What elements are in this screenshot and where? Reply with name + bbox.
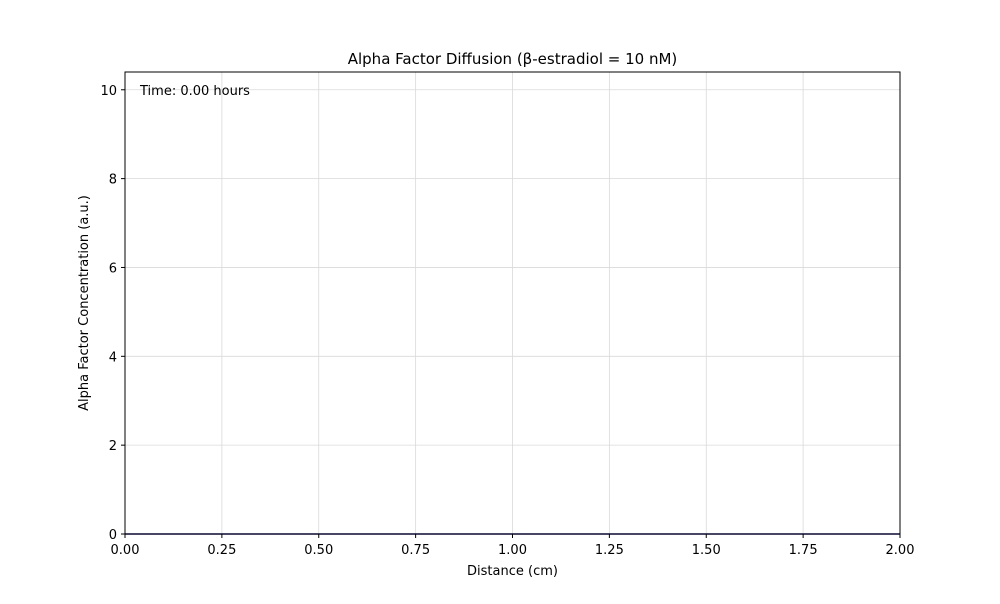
x-axis-label: Distance (cm) (467, 564, 558, 579)
y-axis-label: Alpha Factor Concentration (a.u.) (77, 195, 92, 411)
y-axis-ticks: 0 2 4 6 8 10 (100, 84, 125, 543)
time-annotation: Time: 0.00 hours (139, 84, 250, 99)
y-tick-label: 8 (109, 173, 117, 188)
x-tick-label: 0.50 (304, 543, 333, 558)
x-tick-label: 0.00 (111, 543, 140, 558)
y-tick-label: 10 (100, 84, 117, 99)
y-tick-label: 2 (109, 439, 117, 454)
y-tick-label: 0 (109, 528, 117, 543)
y-tick-label: 4 (109, 350, 117, 365)
y-tick-label: 6 (109, 261, 117, 276)
x-tick-label: 2.00 (886, 543, 915, 558)
x-tick-label: 1.00 (498, 543, 527, 558)
x-tick-label: 0.25 (207, 543, 236, 558)
x-tick-label: 0.75 (401, 543, 430, 558)
x-tick-label: 1.75 (789, 543, 818, 558)
x-axis-ticks: 0.00 0.25 0.50 0.75 1.00 1.25 1.50 1.75 2.00 (111, 534, 915, 558)
x-tick-label: 1.25 (595, 543, 624, 558)
x-tick-label: 1.50 (692, 543, 721, 558)
chart-title: Alpha Factor Diffusion (β-estradiol = 10… (348, 50, 678, 68)
